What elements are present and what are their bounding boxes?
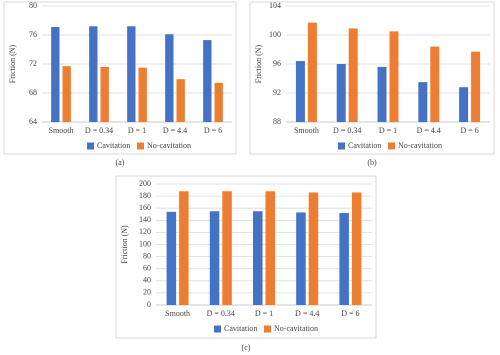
bar [389, 31, 399, 122]
bar [203, 40, 212, 123]
x-tick-label: D = 4.4 [417, 126, 441, 135]
bar [62, 66, 71, 122]
bar [336, 64, 346, 122]
y-tick-label: 200 [139, 179, 151, 188]
x-tick-label: D = 0.34 [85, 126, 113, 135]
bar [179, 191, 189, 305]
bar [377, 66, 387, 122]
bar [89, 26, 98, 122]
chart-frame [115, 175, 377, 339]
bar [430, 46, 440, 122]
legend-swatch [264, 325, 271, 333]
legend-swatch [87, 142, 94, 150]
y-tick-label: 100 [139, 239, 151, 248]
bar [138, 67, 147, 122]
chart-frame [249, 1, 495, 155]
legend-label: Cavitation [97, 141, 130, 150]
legend-swatch [214, 325, 221, 333]
caption: (a) [116, 158, 125, 167]
x-tick-label: D = 4.4 [163, 126, 187, 135]
x-tick-label: D = 4.4 [295, 309, 319, 318]
y-tick-label: 76 [29, 30, 37, 39]
bar [296, 212, 306, 305]
y-tick-label: 20 [143, 288, 151, 297]
bar [307, 22, 317, 122]
bar [348, 28, 358, 123]
y-tick-label: 104 [269, 1, 281, 10]
x-tick-label: D = 6 [341, 309, 359, 318]
bar [165, 34, 174, 122]
x-tick-label: D = 1 [255, 309, 273, 318]
legend-swatch [388, 142, 395, 150]
y-tick-label: 120 [139, 227, 151, 236]
bar [471, 51, 481, 122]
y-tick-label: 80 [29, 1, 37, 10]
y-tick-label: 60 [143, 264, 151, 273]
y-tick-label: 140 [139, 215, 151, 224]
legend-swatch [137, 142, 144, 150]
x-tick-label: Smooth [294, 126, 319, 135]
y-tick-label: 40 [143, 276, 151, 285]
bar [51, 27, 60, 122]
bar [214, 82, 223, 122]
y-tick-label: 100 [269, 30, 281, 39]
x-tick-label: Smooth [165, 309, 190, 318]
bar [339, 213, 349, 305]
x-tick-label: Smooth [49, 126, 74, 135]
y-tick-label: 92 [273, 88, 281, 97]
bar [295, 61, 305, 122]
x-tick-label: D = 1 [128, 126, 146, 135]
legend-label: Cavitation [224, 324, 257, 333]
y-tick-label: 68 [29, 88, 37, 97]
bar [209, 211, 220, 305]
bar [459, 87, 469, 122]
legend-label: No-cavitation [147, 141, 191, 150]
y-tick-label: 64 [29, 117, 37, 126]
bar [127, 26, 136, 122]
caption: (b) [367, 158, 377, 167]
y-axis-label: Friction (N) [254, 44, 263, 83]
bar [252, 211, 263, 305]
y-tick-label: 160 [139, 203, 151, 212]
x-tick-label: D = 1 [379, 126, 397, 135]
legend-label: Cavitation [348, 141, 381, 150]
bar [351, 192, 362, 305]
x-tick-label: D = 0.34 [333, 126, 361, 135]
y-tick-label: 80 [143, 251, 151, 260]
y-tick-label: 180 [139, 191, 151, 200]
y-axis-label: Friction (N) [120, 225, 129, 264]
y-tick-label: 88 [273, 117, 281, 126]
bar [166, 211, 177, 305]
caption: (c) [242, 343, 251, 352]
bar [100, 66, 109, 122]
y-tick-label: 72 [29, 59, 37, 68]
x-tick-label: D = 6 [204, 126, 222, 135]
chart-frame [3, 1, 237, 155]
x-tick-label: D = 0.34 [207, 309, 235, 318]
bar [308, 192, 319, 305]
bar [265, 191, 276, 305]
legend-label: No-cavitation [274, 324, 318, 333]
y-tick-label: 0 [147, 300, 151, 309]
y-axis-label: Friction (N) [8, 44, 17, 83]
bar [222, 191, 232, 305]
legend-label: No-cavitation [398, 141, 442, 150]
x-tick-label: D = 6 [460, 126, 478, 135]
bar [418, 82, 428, 122]
legend-swatch [338, 142, 345, 150]
y-tick-label: 96 [273, 59, 281, 68]
bar [176, 79, 185, 122]
